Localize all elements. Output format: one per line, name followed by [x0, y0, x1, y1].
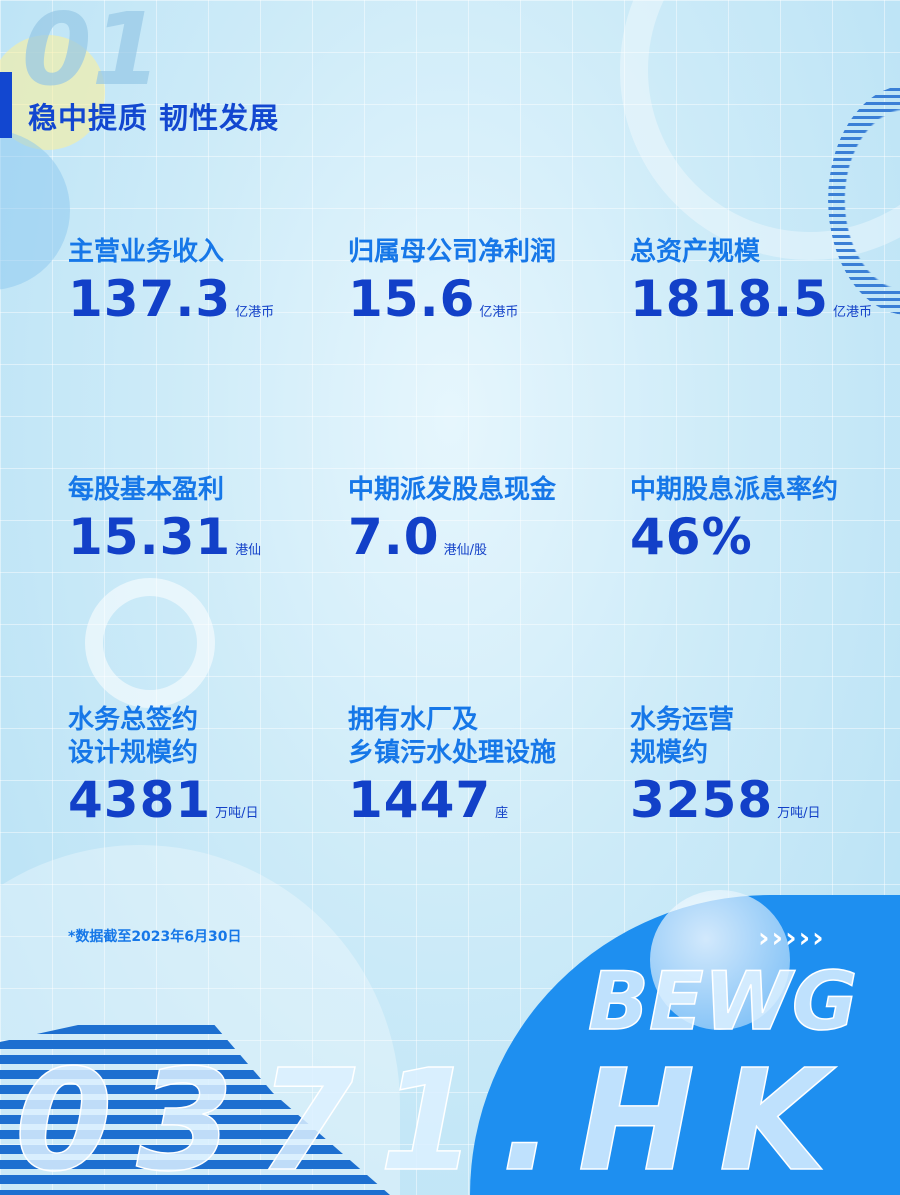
stat-label: 归属母公司净利润	[348, 237, 557, 267]
brand-watermark: BEWG	[587, 955, 858, 1048]
stat-dividend: 中期派发股息现金 7.0 港仙/股	[348, 474, 556, 581]
stat-unit: 亿港币	[832, 305, 872, 320]
stat-value: 7.0	[348, 508, 440, 566]
bubble	[650, 890, 790, 1030]
stat-label: 水务运营 规模约	[630, 705, 735, 768]
stat-total-assets: 总资产规模 1818.5 亿港币	[630, 236, 872, 343]
title-accent-bar	[0, 72, 12, 138]
stock-code-watermark: 0371.HK	[14, 1040, 852, 1195]
stat-design-capacity: 水务总签约 设计规模约 4381 万吨/日	[68, 704, 259, 844]
stat-unit: 港仙	[235, 543, 262, 558]
stat-facilities: 拥有水厂及 乡镇污水处理设施 1447 座	[348, 704, 556, 844]
stat-value: 4381	[68, 771, 212, 829]
stat-value: 15.31	[68, 508, 232, 566]
stat-label: 每股基本盈利	[68, 475, 225, 505]
arrows-icon: ›››››	[758, 921, 826, 954]
stat-eps: 每股基本盈利 15.31 港仙	[68, 474, 261, 581]
stat-revenue: 主营业务收入 137.3 亿港币	[68, 236, 274, 343]
stat-unit: 港仙/股	[443, 543, 487, 558]
stat-label: 主营业务收入	[68, 237, 225, 267]
stat-net-profit: 归属母公司净利润 15.6 亿港币	[348, 236, 556, 343]
stat-label: 中期股息派息率约	[630, 475, 839, 505]
stat-label: 水务总签约 设计规模约	[68, 705, 199, 768]
stat-unit: 亿港币	[235, 305, 275, 320]
yellow-circle	[0, 35, 105, 150]
stat-value: 46%	[630, 508, 753, 566]
stat-operating-capacity: 水务运营 规模约 3258 万吨/日	[630, 704, 821, 844]
stat-unit: 座	[495, 806, 509, 821]
stat-value: 1818.5	[630, 270, 829, 328]
stat-value: 15.6	[348, 270, 476, 328]
stat-value: 1447	[348, 771, 492, 829]
stat-label: 中期派发股息现金	[348, 475, 557, 505]
stat-payout-ratio: 中期股息派息率约 46%	[630, 474, 838, 581]
ring-middle	[85, 578, 215, 708]
stat-value: 3258	[630, 771, 774, 829]
stat-unit: 亿港币	[479, 305, 519, 320]
stat-unit: 万吨/日	[215, 806, 259, 821]
stat-value: 137.3	[68, 270, 232, 328]
stat-label: 总资产规模	[630, 237, 761, 267]
stat-label: 拥有水厂及 乡镇污水处理设施	[348, 705, 557, 768]
section-number: 01	[22, 0, 162, 108]
stat-unit: 万吨/日	[777, 806, 821, 821]
footnote: *数据截至2023年6月30日	[68, 929, 242, 945]
page-title: 稳中提质 韧性发展	[28, 101, 280, 135]
